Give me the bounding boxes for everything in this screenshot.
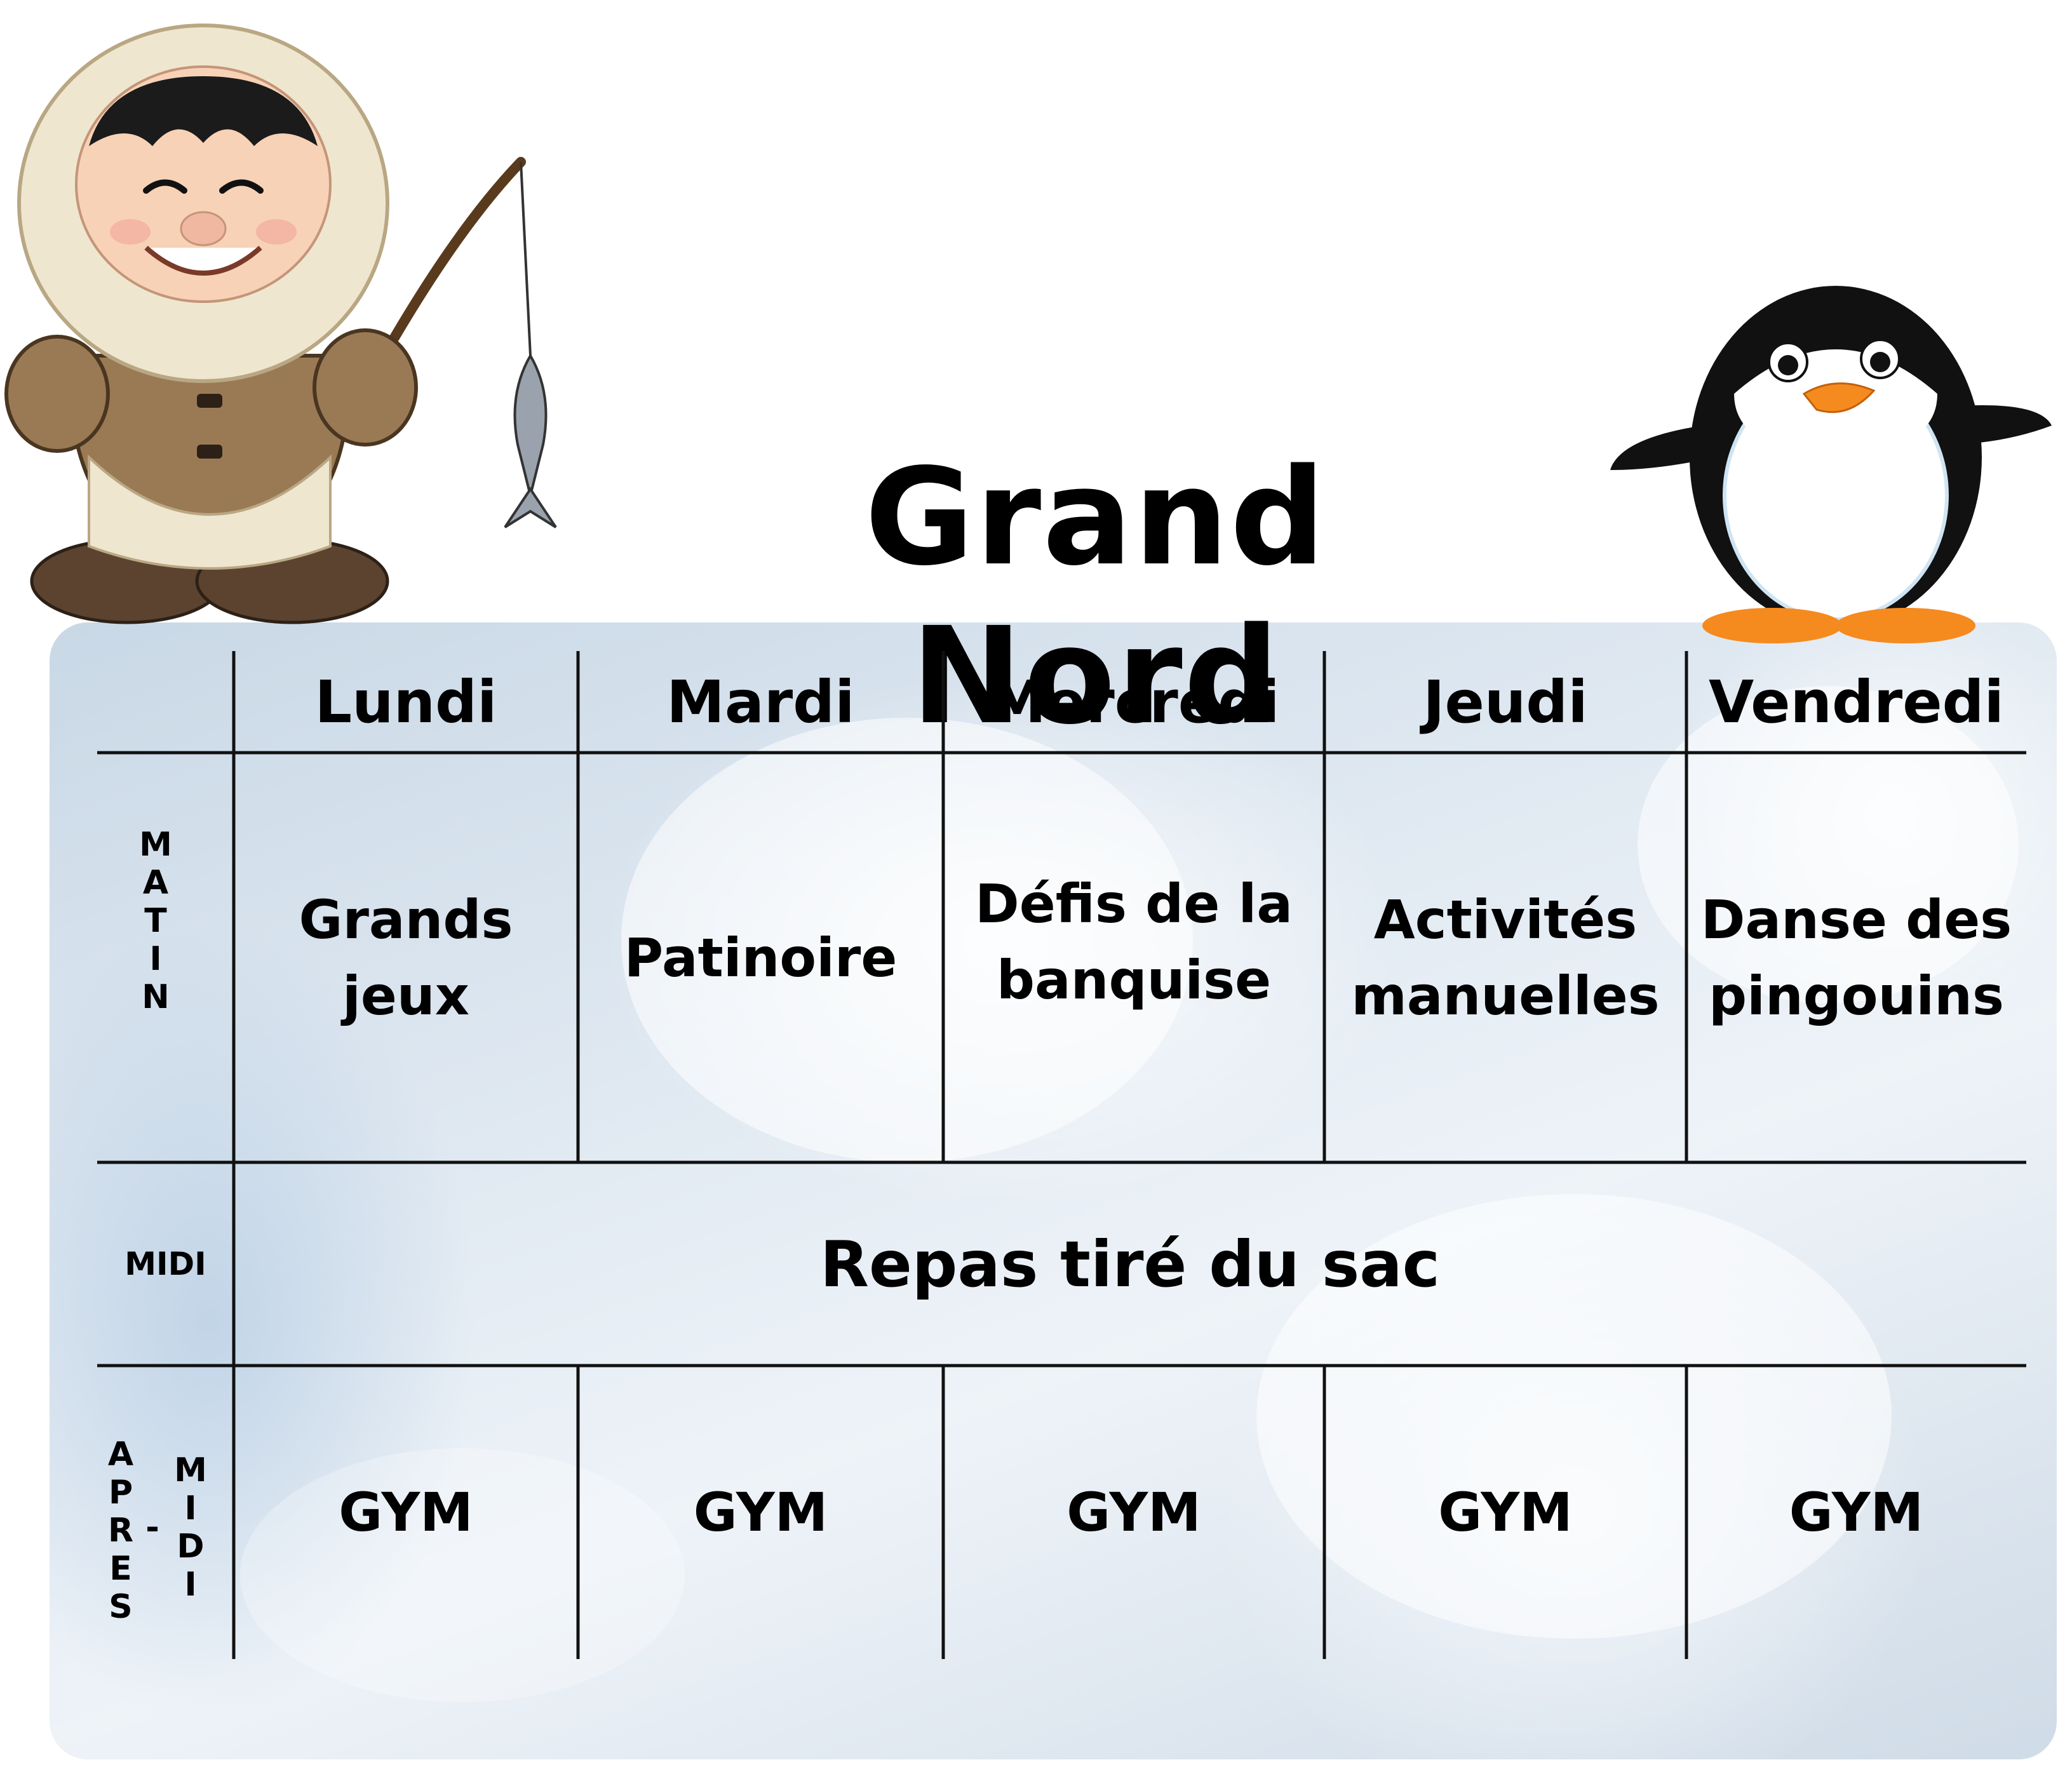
frost-highlight (240, 1448, 685, 1702)
label-letter: N (142, 978, 170, 1016)
activity-cell-lundi-apres-midi: GYM (339, 1481, 473, 1543)
activity-text: Danse des (1700, 888, 2012, 951)
activity-cell-lundi-matin: Grands jeux (234, 753, 578, 1162)
label-letter: I (184, 1566, 197, 1604)
label-letter: I (184, 1489, 197, 1528)
label-letter: M (174, 1451, 207, 1489)
label-letter: D (177, 1528, 205, 1566)
label-letter: A (107, 1435, 134, 1474)
activity-text: Activités (1373, 888, 1638, 951)
activity-text: pingouins (1709, 964, 2004, 1027)
label-letter: M (139, 826, 172, 864)
label-letter: I (149, 940, 162, 978)
label-letter: A (142, 864, 169, 902)
activity-text: Grands jeux (299, 888, 513, 1027)
activity-cell-vendredi-matin: Danse des pingouins (1686, 753, 2026, 1162)
row-label-apres: A P R E S (102, 1435, 140, 1626)
label-letter: R (107, 1512, 134, 1550)
label-letter: E (109, 1550, 132, 1588)
inuit-child-fishing-icon (4, 24, 557, 624)
day-header-mercredi: Mercredi (988, 668, 1280, 736)
activity-cell-mardi-matin: Patinoire (578, 753, 943, 1162)
activity-text: manuelles (1351, 964, 1660, 1027)
day-header-lundi: Lundi (314, 668, 497, 736)
row-label-separator: - (140, 1509, 165, 1547)
page-title: Grand Nord (864, 440, 1327, 754)
day-header-vendredi: Vendredi (1708, 668, 2005, 736)
label-letter: P (108, 1474, 133, 1512)
frost-highlight (1256, 1194, 1892, 1639)
activity-text: Défis de la (974, 872, 1293, 935)
label-letter: T (144, 902, 167, 940)
penguin-icon (1610, 286, 2052, 643)
row-label-midi: MIDI (124, 1246, 206, 1282)
day-header-mardi: Mardi (666, 668, 855, 736)
activity-cell-jeudi-matin: Activités manuelles (1324, 753, 1686, 1162)
label-letter: S (109, 1588, 133, 1626)
activity-cell-jeudi-apres-midi: GYM (1438, 1481, 1573, 1543)
label-separator: - (145, 1509, 159, 1547)
frost-highlight (1638, 686, 2019, 1004)
day-header-jeudi: Jeudi (1423, 668, 1588, 736)
activity-cell-midi: Repas tiré du sac (819, 1226, 1441, 1301)
activity-cell-mardi-apres-midi: GYM (693, 1481, 828, 1543)
activity-text: Patinoire (624, 926, 898, 989)
row-label-midi-suffix: M I D I (172, 1451, 210, 1604)
activity-text: banquise (996, 948, 1272, 1011)
activity-cell-mercredi-matin: Défis de la banquise (943, 737, 1324, 1146)
activity-cell-vendredi-apres-midi: GYM (1789, 1481, 1924, 1543)
frost-background-panel (50, 622, 2057, 1759)
row-label-matin: M A T I N (127, 826, 184, 1016)
activity-cell-mercredi-apres-midi: GYM (1066, 1481, 1201, 1543)
frost-highlight (621, 718, 1193, 1162)
